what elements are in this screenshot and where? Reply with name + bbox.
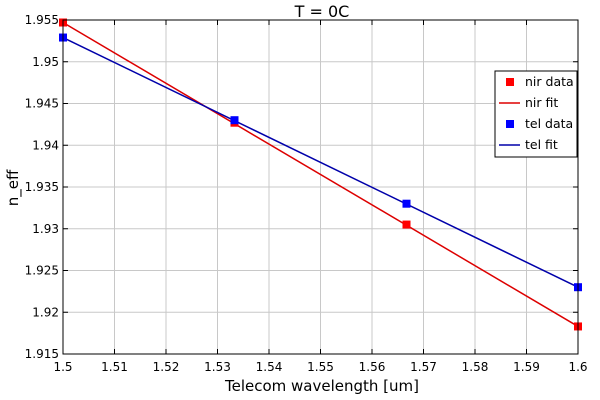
nir-fit-line: [62, 21, 579, 328]
ticks: [62, 19, 579, 355]
x-tick-label: 1.6: [568, 360, 587, 374]
y-tick-label: 1.915: [25, 347, 59, 361]
legend-nir-fit-label: nir fit: [525, 95, 558, 110]
y-tick-label: 1.95: [32, 55, 59, 69]
x-tick-label: 1.56: [359, 360, 386, 374]
y-tick-label: 1.925: [25, 264, 59, 278]
x-tick-labels: 1.5 1.51 1.52 1.53 1.54 1.55 1.56 1.57 1.58 1.59 1…: [53, 360, 587, 374]
x-tick-label: 1.55: [307, 360, 334, 374]
x-tick-label: 1.58: [462, 360, 489, 374]
legend-tel-data-marker: [506, 120, 514, 128]
nir-data-point: [402, 220, 411, 229]
x-tick-label: 1.5: [53, 360, 72, 374]
x-tick-label: 1.51: [101, 360, 128, 374]
x-tick-label: 1.59: [513, 360, 540, 374]
y-tick-label: 1.955: [25, 13, 59, 27]
tel-fit-line: [62, 36, 579, 288]
x-tick-label: 1.52: [153, 360, 180, 374]
y-tick-label: 1.92: [32, 305, 59, 319]
x-tick-label: 1.57: [410, 360, 437, 374]
y-tick-label: 1.945: [25, 97, 59, 111]
y-tick-label: 1.935: [25, 180, 59, 194]
chart-title: T = 0C: [294, 2, 350, 21]
y-axis-label: n_eff: [4, 169, 23, 206]
x-tick-label: 1.54: [256, 360, 283, 374]
y-tick-label: 1.93: [32, 222, 59, 236]
y-tick-labels: 1.915 1.92 1.925 1.93 1.935 1.94 1.945 1.95 1.95…: [25, 13, 59, 361]
x-tick-label: 1.53: [204, 360, 231, 374]
y-tick-label: 1.94: [32, 138, 59, 152]
tel-data-point: [230, 116, 239, 125]
legend-tel-fit-label: tel fit: [525, 137, 558, 152]
legend-nir-data-marker: [506, 78, 514, 86]
tel-data-point: [402, 199, 411, 208]
legend-tel-data-label: tel data: [525, 116, 573, 131]
legend-nir-data-label: nir data: [525, 74, 574, 89]
grid: [63, 20, 578, 354]
legend: nir data nir fit tel data tel fit: [494, 70, 578, 158]
x-axis-label: Telecom wavelength [um]: [224, 377, 419, 395]
